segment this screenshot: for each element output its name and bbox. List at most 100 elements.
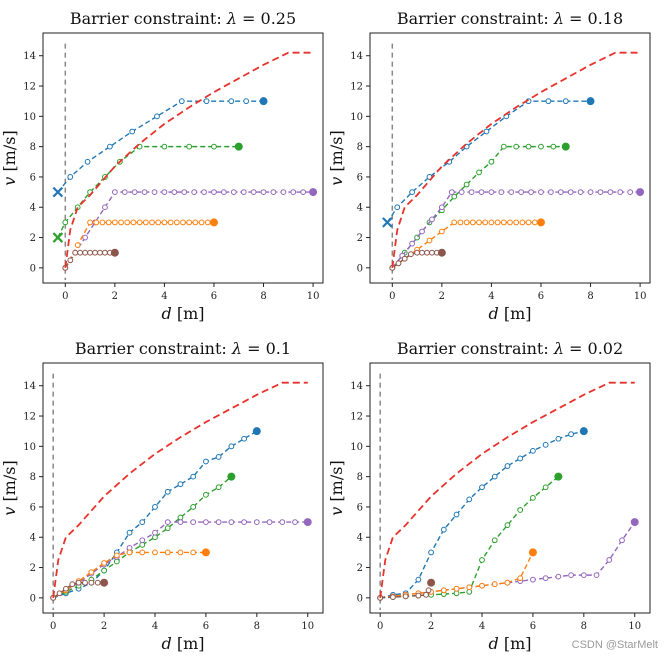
end-marker-brown [427,578,436,587]
point-brown [72,249,79,256]
y-tick-label: 6 [30,502,36,513]
point-blue [568,431,574,438]
title-value: = 0.18 [564,9,623,28]
point-purple [448,189,455,195]
point-green [517,507,524,513]
point-brown [56,590,63,597]
point-purple [139,537,146,544]
title-prefix: Barrier constraint: [397,339,554,358]
point-green [488,158,495,165]
point-blue [177,481,184,488]
series-line-purple [64,191,314,269]
title-symbol: λ [553,339,564,358]
y-tick-label: 0 [357,263,363,274]
point-orange [149,219,155,226]
point-purple [542,575,549,582]
point-purple [568,572,574,579]
x-axis-label: d [m] [162,634,205,653]
end-marker-green [234,142,243,151]
point-green [479,557,485,563]
plot-area [382,43,645,280]
point-blue [228,443,235,450]
point-blue [453,511,460,518]
point-purple [530,576,536,583]
point-brown [75,579,82,586]
point-purple [518,189,525,195]
point-purple [211,189,217,195]
point-purple [228,519,235,525]
point-blue [483,128,490,135]
end-marker-green [561,142,570,151]
point-brown [69,581,76,588]
point-purple [280,189,287,195]
point-purple [241,519,247,525]
point-purple [151,189,158,195]
point-purple [619,537,625,544]
point-brown [425,587,432,594]
point-blue [428,549,434,556]
point-purple [567,189,574,195]
title-symbol: λ [231,339,242,358]
frontier-curve [391,51,641,268]
y-tick-label: 12 [350,82,363,93]
point-purple [468,189,475,195]
y-axis-label: v [m/s] [327,460,346,515]
chart-title: Barrier constraint: λ = 0.18 [397,9,623,28]
point-blue [126,529,133,536]
point-brown [94,579,101,586]
point-purple [290,189,297,195]
y-tick-label: 4 [30,533,36,544]
y-tick-label: 10 [23,442,36,453]
y-axis-label: v [m/s] [327,130,346,185]
end-marker-brown [100,578,109,587]
x-tick-label: 4 [152,621,158,632]
point-brown [419,249,425,256]
point-blue [555,435,562,442]
point-purple [577,189,584,195]
point-orange [87,219,93,226]
x-tick-label: 10 [628,621,641,632]
point-green [504,522,511,529]
point-purple [82,234,89,241]
point-purple [607,189,614,195]
x-axis-label: d [m] [489,304,532,323]
y-tick-label: 4 [30,203,36,214]
point-orange [152,549,158,556]
point-purple [279,519,286,525]
point-blue [190,473,197,480]
point-orange [136,219,143,226]
chart-panel-4: Barrier constraint: λ = 0.02 0 2 4 6 8 10 0 2 4 6 8… [327,339,651,653]
end-marker-green [554,472,563,481]
point-green [542,484,549,491]
point-purple [438,204,445,211]
point-orange [519,219,526,226]
point-brown [414,249,420,256]
x-tick-label: 0 [389,291,395,302]
y-axis-label: v [m/s] [0,460,19,515]
title-symbol: λ [553,9,564,28]
y-tick-label: 2 [357,233,363,244]
chart-panel-2: Barrier constraint: λ = 0.18 0 2 4 6 8 10 0 2 4 6 8… [327,9,651,323]
point-purple [266,519,273,525]
point-purple [458,189,465,195]
point-brown [63,585,69,592]
point-brown [429,249,435,256]
point-orange [507,219,513,226]
point-purple [409,240,416,247]
point-orange [440,587,447,594]
point-blue [107,143,113,150]
point-purple [270,189,277,195]
point-orange [164,549,171,556]
point-orange [531,219,538,226]
x-tick-label: 2 [112,291,118,302]
series-line-purple [380,521,636,599]
point-orange [161,219,168,226]
point-purple [580,572,587,579]
x-tick-label: 0 [50,621,56,632]
title-value: = 0.1 [242,339,291,358]
point-orange [142,219,149,226]
point-green [463,181,470,188]
point-blue [491,473,498,480]
y-axis-label: v [m/s] [0,130,19,185]
end-marker-orange [209,218,218,227]
